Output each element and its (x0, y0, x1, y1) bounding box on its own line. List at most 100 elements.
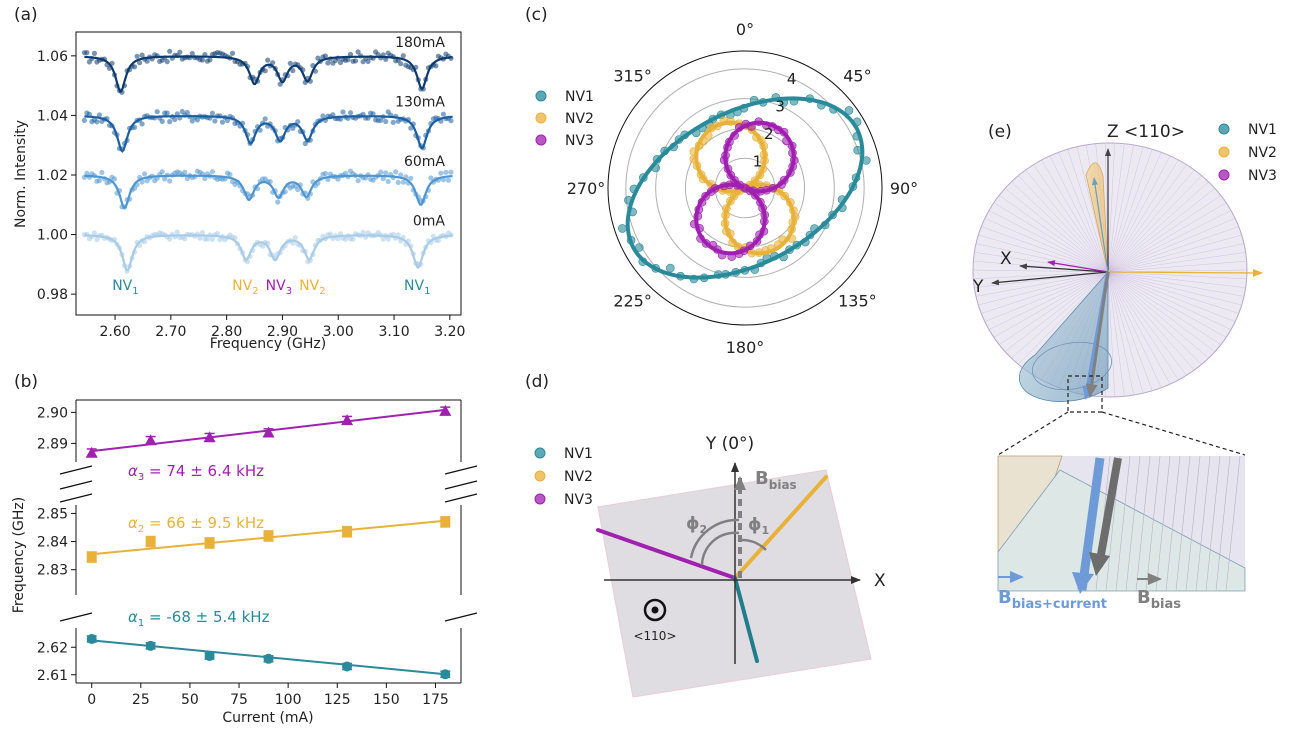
c-data-point (756, 258, 766, 268)
e-b-bias-label: Bbias (1137, 587, 1181, 612)
c-data-point (805, 230, 815, 240)
a-data-point (383, 170, 389, 176)
e-fan-line (1107, 271, 1245, 297)
e-fan-line (978, 234, 1109, 273)
a-data-point (94, 236, 100, 243)
b-x-tick-label: 0 (87, 692, 96, 708)
a-data-point (86, 111, 92, 117)
a-x-tick-label: 3.10 (378, 324, 409, 340)
c-data-point (694, 205, 704, 214)
a-data-point (96, 177, 102, 184)
a-y-tick-label: 1.04 (37, 108, 68, 124)
c-angle-label: 225° (613, 291, 652, 310)
c-grid-ring (655, 98, 835, 278)
e-fan-line (993, 202, 1109, 273)
a-data-point (132, 64, 138, 70)
a-data-point (385, 178, 391, 185)
e-fan-line (1107, 271, 1135, 396)
c-data-point (725, 137, 734, 147)
c-data-point (787, 224, 797, 234)
e-fan-line (1107, 271, 1246, 288)
c-data-point (777, 180, 787, 189)
e-fan-line (988, 210, 1109, 273)
c-data-point (785, 245, 794, 254)
c-data-point (789, 96, 799, 106)
b-data-point (341, 414, 354, 426)
c-data-point (699, 273, 709, 283)
e-fan-line (1107, 188, 1216, 273)
e-fan-line (1107, 271, 1221, 345)
e-fan-line (972, 269, 1109, 273)
a-data-point (380, 176, 386, 182)
e-fan-line (1107, 260, 1247, 273)
d-x-axis-label: X (874, 571, 886, 591)
e-fan-line (1107, 175, 1202, 273)
b-x-tick-label: 100 (275, 692, 302, 708)
a-data-point (111, 176, 118, 182)
b-data-point (204, 537, 215, 548)
e-inset-line (1205, 455, 1221, 592)
e-inset-b-bias-head (1089, 552, 1110, 576)
c-data-point (696, 234, 705, 243)
c-data-point (723, 164, 733, 174)
a-data-point (197, 235, 203, 241)
e-inset-line (1215, 455, 1231, 592)
a-nv-annotation-base: NV (266, 278, 286, 294)
d-phi2-arc (689, 518, 740, 559)
d-z-direction-label: <110> (633, 629, 676, 643)
e-fan-line (1041, 159, 1109, 273)
a-data-point (134, 53, 140, 59)
c-data-point (676, 271, 685, 281)
e-fan-line (1058, 152, 1109, 273)
a-data-point (94, 119, 100, 125)
c-data-point (712, 121, 722, 131)
e-inset-line (1165, 455, 1181, 592)
c-data-point (747, 122, 756, 131)
e-fan-line (1107, 271, 1144, 394)
c-angle-label: 180° (726, 338, 765, 357)
c-data-point (852, 131, 862, 141)
c-data-point (701, 239, 711, 248)
e-fan-line (1011, 271, 1109, 359)
c-grid-ring (625, 68, 865, 308)
c-data-point (696, 170, 706, 179)
a-nv-annotation-base: NV (404, 278, 424, 294)
e-fan-line (1107, 271, 1247, 280)
b-y-tick-label: 2.84 (37, 535, 68, 551)
b-fit-label-text: = -68 ± 5.4 kHz (144, 608, 269, 626)
a-y-axis-label: Norm. Intensity (13, 120, 29, 228)
c-data-point (752, 236, 762, 246)
c-data-point (851, 173, 861, 182)
e-fan-line (1107, 143, 1116, 273)
e-legend: NV1 NV2 NV3 (1218, 122, 1277, 184)
c-data-point (760, 156, 769, 165)
a-x-tick-label: 2.60 (99, 324, 130, 340)
a-data-point (182, 236, 188, 242)
c-angle-label: 135° (838, 291, 877, 310)
e-fan-line (1107, 271, 1171, 385)
c-data-point (638, 173, 648, 182)
panel-c-label: (c) (525, 5, 548, 25)
e-fan-line (1025, 169, 1109, 273)
c-data-point (758, 98, 768, 107)
c-angle-label: 45° (843, 67, 871, 86)
a-data-point (295, 119, 301, 125)
a-data-point (224, 117, 231, 124)
c-data-point (787, 234, 796, 243)
d-phi1-label: ϕ1 (748, 515, 769, 537)
e-fan-line (981, 226, 1109, 273)
a-data-point (448, 169, 454, 175)
a-data-point (137, 60, 143, 66)
a-data-point (352, 58, 359, 64)
e-fan-line (1018, 175, 1109, 273)
a-fit-line (84, 174, 453, 210)
a-data-point (350, 236, 356, 242)
a-data-point (189, 118, 195, 124)
c-data-point (618, 224, 627, 233)
a-data-point (385, 236, 391, 242)
c-data-point (861, 156, 871, 165)
panel-e: (e) NV1 NV2 NV3 Z <110> X Y (972, 122, 1277, 612)
c-data-point (779, 127, 789, 137)
a-data-point (347, 110, 354, 116)
a-data-point (174, 229, 180, 235)
